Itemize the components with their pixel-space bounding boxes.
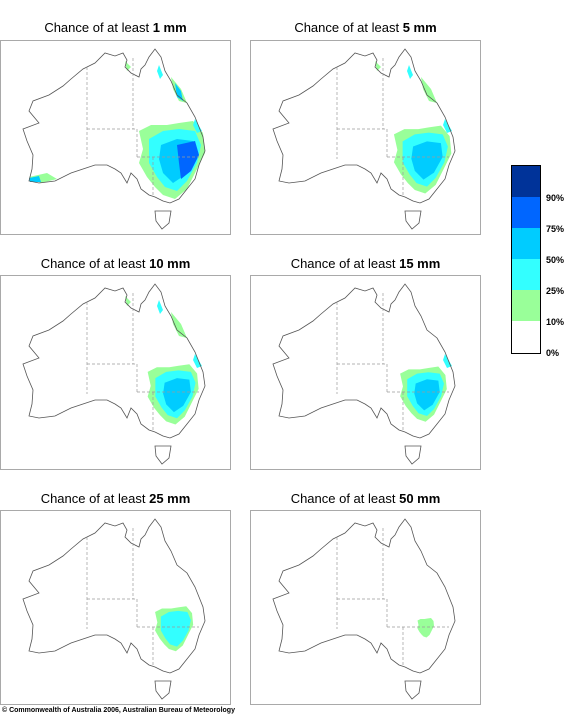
- australia-coastline: [22, 48, 206, 204]
- map-panel-25mm: [0, 510, 231, 705]
- probability-legend: [511, 165, 541, 354]
- rainfall-probability-fill: [400, 366, 447, 422]
- rainfall-probability-fill: [393, 125, 452, 194]
- coastal-probability-region: [421, 77, 437, 103]
- legend-label-10: 10%: [546, 317, 565, 327]
- rainfall-probability-fill: [139, 121, 205, 199]
- legend-swatch-90: [512, 166, 540, 198]
- coastal-probability-region: [157, 65, 163, 79]
- tasmania-coastline: [154, 210, 172, 230]
- rainfall-probability-fill: [155, 606, 194, 652]
- legend-swatch-25: [512, 259, 540, 291]
- australia-map: [272, 518, 456, 700]
- coastal-probability-region: [407, 65, 413, 79]
- panel-title-50mm: Chance of at least 50 mm: [250, 491, 481, 507]
- australia-map: [272, 283, 456, 465]
- tasmania-coastline: [404, 445, 422, 465]
- map-panel-1mm: [0, 40, 231, 235]
- australia-coastline: [272, 283, 456, 439]
- probability-region: [177, 141, 199, 179]
- map-panel-50mm: [250, 510, 481, 705]
- panel-title-15mm: Chance of at least 15 mm: [250, 256, 481, 272]
- panel-title-5mm: Chance of at least 5 mm: [250, 20, 481, 36]
- panel-title-prefix: Chance of at least: [290, 256, 400, 271]
- australia-map: [22, 518, 206, 700]
- coastal-probability-region: [171, 312, 187, 338]
- panel-title-amount: 15 mm: [399, 256, 441, 271]
- legend-label-0: 0%: [546, 348, 560, 358]
- panel-title-prefix: Chance of at least: [44, 20, 153, 35]
- australia-map: [22, 283, 206, 465]
- panel-title-25mm: Chance of at least 25 mm: [0, 491, 231, 507]
- panel-title-amount: 50 mm: [399, 491, 441, 506]
- legend-label-25: 25%: [546, 286, 565, 296]
- panel-title-prefix: Chance of at least: [40, 491, 150, 506]
- panel-title-amount: 5 mm: [402, 20, 437, 35]
- panel-title-prefix: Chance of at least: [290, 491, 400, 506]
- map-panel-5mm: [250, 40, 481, 235]
- rainfall-probability-fill: [147, 364, 199, 425]
- coastal-probability-region: [175, 83, 183, 101]
- map-panel-15mm: [250, 275, 481, 470]
- australia-map: [22, 48, 206, 230]
- tasmania-coastline: [404, 680, 422, 700]
- coastal-probability-region: [29, 176, 41, 182]
- panel-title-amount: 25 mm: [149, 491, 191, 506]
- legend-label-75: 75%: [546, 224, 565, 234]
- australia-coastline: [272, 48, 456, 204]
- probability-region: [160, 610, 191, 647]
- panel-title-1mm: Chance of at least 1 mm: [0, 20, 231, 36]
- panel-title-prefix: Chance of at least: [294, 20, 403, 35]
- tasmania-coastline: [404, 210, 422, 230]
- panel-title-amount: 10 mm: [149, 256, 191, 271]
- legend-swatch-10: [512, 290, 540, 322]
- coastal-probability-region: [157, 300, 163, 314]
- legend-label-90: 90%: [546, 193, 565, 203]
- panel-title-amount: 1 mm: [152, 20, 187, 35]
- probability-region: [417, 618, 434, 638]
- australia-coastline: [22, 283, 206, 439]
- legend-swatch-50: [512, 228, 540, 260]
- legend-swatch-75: [512, 197, 540, 229]
- tasmania-coastline: [154, 680, 172, 700]
- map-panel-10mm: [0, 275, 231, 470]
- panel-title-10mm: Chance of at least 10 mm: [0, 256, 231, 272]
- probability-region: [411, 141, 443, 180]
- copyright-notice: © Commonwealth of Australia 2006, Austra…: [2, 707, 235, 714]
- panel-title-prefix: Chance of at least: [40, 256, 150, 271]
- australia-map: [272, 48, 456, 230]
- australia-coastline: [22, 518, 206, 674]
- australia-coastline: [272, 518, 456, 674]
- legend-label-50: 50%: [546, 255, 565, 265]
- legend-swatch-0: [512, 321, 540, 353]
- probability-region: [414, 379, 440, 411]
- rainfall-probability-fill: [417, 618, 434, 638]
- probability-region: [163, 378, 191, 413]
- tasmania-coastline: [154, 445, 172, 465]
